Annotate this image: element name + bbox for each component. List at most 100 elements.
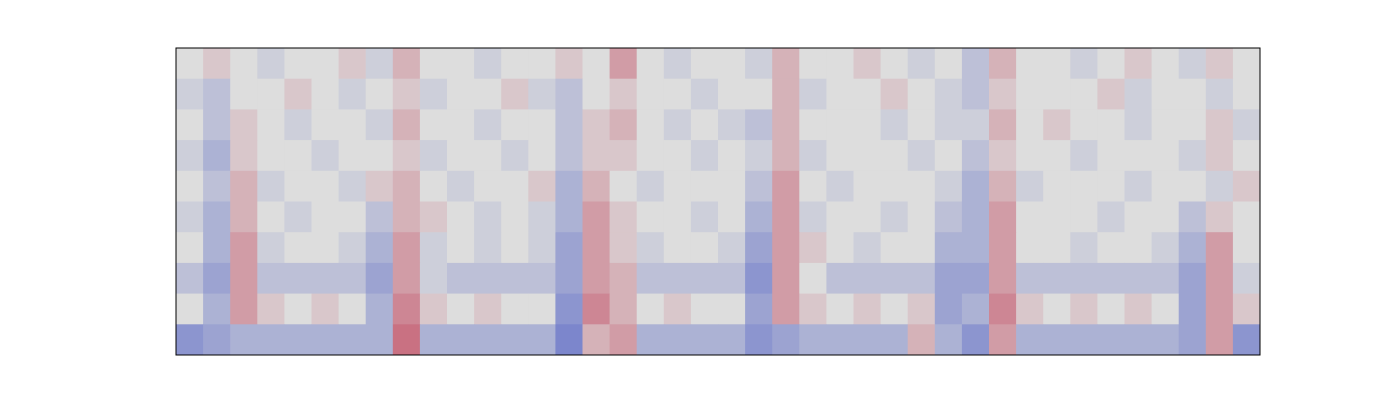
- heatmap-cell: [989, 262, 1017, 295]
- heatmap-cell: [338, 78, 367, 110]
- heatmap-cell: [745, 109, 773, 141]
- heatmap-cell: [907, 78, 936, 110]
- heatmap-cell: [1043, 140, 1071, 172]
- heatmap-cell: [989, 78, 1017, 110]
- heatmap-cell: [636, 109, 665, 141]
- heatmap-cell: [934, 232, 963, 264]
- heatmap-cell: [636, 232, 665, 264]
- heatmap-cell: [609, 293, 638, 325]
- heatmap-cell: [772, 109, 800, 141]
- heatmap-cell: [907, 109, 936, 141]
- heatmap-cell: [1178, 232, 1207, 264]
- heatmap-cell: [609, 140, 638, 172]
- heatmap-cell: [1097, 109, 1125, 141]
- heatmap-cell: [1043, 232, 1071, 264]
- heatmap-cell: [419, 109, 448, 141]
- heatmap-cell: [203, 293, 231, 325]
- heatmap-cell: [853, 78, 882, 110]
- heatmap-cell: [961, 170, 990, 202]
- heatmap-cell: [907, 293, 936, 325]
- heatmap-cell: [718, 109, 746, 141]
- heatmap-cell: [582, 170, 611, 202]
- heatmap-cell: [1097, 78, 1125, 110]
- heatmap-cell: [419, 232, 448, 264]
- heatmap-cell: [853, 48, 882, 80]
- heatmap-cell: [284, 232, 312, 264]
- heatmap-cell: [853, 293, 882, 325]
- heatmap-cell: [609, 232, 638, 264]
- heatmap-cell: [1124, 78, 1153, 110]
- heatmap-cell: [1124, 232, 1153, 264]
- heatmap-cell: [176, 170, 204, 202]
- heatmap-cell: [1232, 293, 1261, 325]
- heatmap-cell: [365, 293, 394, 325]
- heatmap-cell: [745, 201, 773, 233]
- heatmap-cell: [1070, 262, 1098, 295]
- heatmap-cell: [1178, 78, 1207, 110]
- heatmap-cell: [989, 109, 1017, 141]
- plot-frame: [175, 47, 1261, 356]
- heatmap-cell: [880, 293, 909, 325]
- heatmap-cell: [419, 170, 448, 202]
- heatmap-cell: [582, 48, 611, 80]
- heatmap-cell: [1097, 232, 1125, 264]
- heatmap-cell: [1232, 232, 1261, 264]
- heatmap-cell: [365, 262, 394, 295]
- heatmap-cell: [1151, 324, 1180, 356]
- heatmap-cell: [799, 324, 827, 356]
- heatmap-cell: [176, 78, 204, 110]
- heatmap-cell: [745, 262, 773, 295]
- heatmap-cell: [528, 201, 556, 233]
- heatmap-cell: [528, 324, 556, 356]
- heatmap-cell: [1070, 232, 1098, 264]
- heatmap-cell: [1016, 262, 1044, 295]
- heatmap-cell: [1043, 201, 1071, 233]
- heatmap-cell: [1232, 170, 1261, 202]
- heatmap-cell: [1205, 170, 1234, 202]
- heatmap-cell: [1232, 78, 1261, 110]
- heatmap-cell: [419, 48, 448, 80]
- heatmap-cell: [853, 262, 882, 295]
- heatmap-cell: [961, 109, 990, 141]
- heatmap-cell: [392, 48, 421, 80]
- heatmap-cell: [528, 140, 556, 172]
- heatmap-cell: [230, 170, 258, 202]
- heatmap-cell: [826, 109, 854, 141]
- heatmap-cell: [1151, 232, 1180, 264]
- heatmap-cell: [582, 109, 611, 141]
- heatmap-cell: [474, 140, 502, 172]
- heatmap-cell: [419, 293, 448, 325]
- heatmap-cell: [1124, 293, 1153, 325]
- heatmap-cell: [1097, 140, 1125, 172]
- heatmap-cell: [663, 232, 692, 264]
- heatmap-cell: [203, 324, 231, 356]
- heatmap-cell: [934, 140, 963, 172]
- heatmap-cell: [961, 324, 990, 356]
- heatmap-cell: [745, 78, 773, 110]
- heatmap-cell: [853, 140, 882, 172]
- heatmap-cell: [609, 324, 638, 356]
- heatmap-cell: [1124, 324, 1153, 356]
- heatmap-cell: [311, 78, 340, 110]
- heatmap-cell: [365, 140, 394, 172]
- heatmap-cell: [799, 48, 827, 80]
- heatmap-cell: [284, 324, 312, 356]
- heatmap-cell: [636, 262, 665, 295]
- heatmap-cell: [826, 48, 854, 80]
- heatmap-cell: [1043, 262, 1071, 295]
- heatmap-cell: [690, 232, 719, 264]
- heatmap-cell: [1178, 324, 1207, 356]
- heatmap-cell: [1178, 109, 1207, 141]
- heatmap-cell: [311, 109, 340, 141]
- heatmap-cell: [392, 109, 421, 141]
- heatmap-cell: [501, 140, 529, 172]
- heatmap-cell: [501, 78, 529, 110]
- heatmap-cell: [907, 324, 936, 356]
- heatmap-cell: [338, 170, 367, 202]
- heatmap-cell: [636, 293, 665, 325]
- heatmap-cell: [311, 48, 340, 80]
- heatmap-cell: [934, 109, 963, 141]
- heatmap-cell: [636, 324, 665, 356]
- heatmap-cell: [1070, 170, 1098, 202]
